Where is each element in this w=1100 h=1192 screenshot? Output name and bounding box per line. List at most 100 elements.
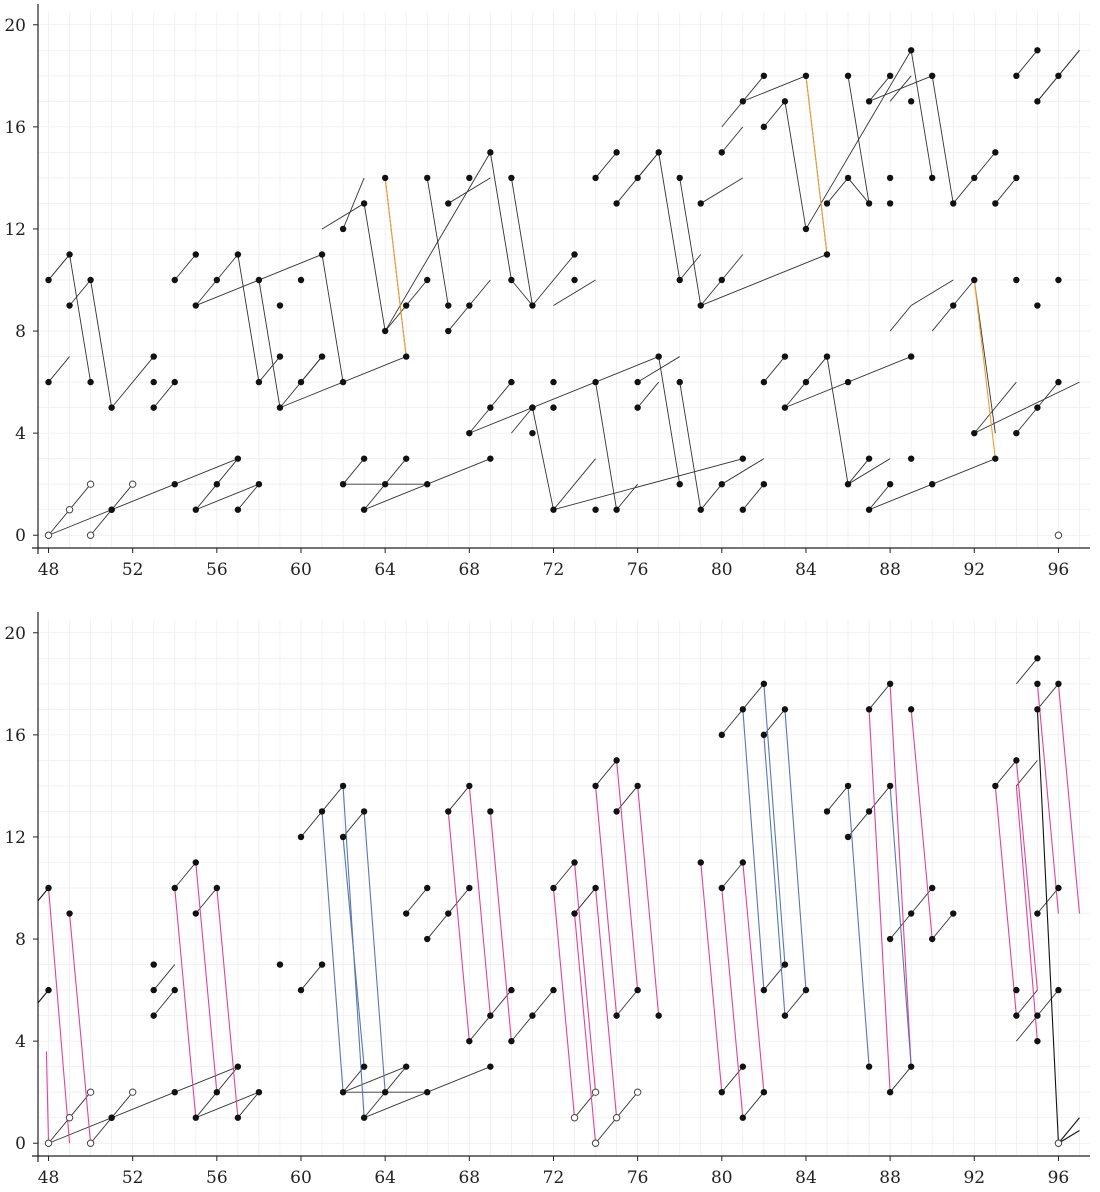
x-tick-label: 48	[38, 560, 60, 580]
data-segment	[616, 483, 638, 511]
data-point	[213, 480, 221, 488]
data-point	[1034, 1037, 1041, 1045]
data-point	[445, 200, 452, 207]
x-tick-label: 48	[38, 1168, 60, 1188]
data-segment	[868, 785, 891, 812]
data-point	[929, 174, 936, 182]
data-point	[45, 378, 52, 386]
data-point	[339, 833, 347, 841]
data-point	[992, 455, 999, 462]
data-point	[1055, 72, 1062, 80]
data-segment	[574, 458, 596, 485]
x-tick-label: 68	[458, 1168, 480, 1188]
data-point	[318, 353, 326, 360]
pink-segment	[69, 913, 92, 1144]
x-tick-label: 56	[206, 560, 228, 580]
data-point	[844, 378, 852, 386]
data-point	[1034, 680, 1041, 688]
data-point	[823, 251, 831, 258]
data-segment	[847, 458, 870, 485]
data-segment	[426, 177, 449, 306]
hollow-data-point	[65, 1114, 74, 1122]
data-segment	[237, 483, 260, 511]
data-segment	[784, 989, 807, 1016]
data-segment	[553, 458, 743, 511]
y-tick-label: 16	[4, 118, 26, 138]
data-segment	[195, 1091, 218, 1119]
data-point	[634, 782, 641, 790]
data-segment	[868, 75, 933, 102]
data-point	[1055, 884, 1062, 892]
data-point	[318, 251, 326, 258]
x-tick-label: 64	[374, 560, 396, 580]
pink-segment	[1015, 785, 1038, 1042]
data-point	[339, 378, 347, 386]
data-point	[466, 782, 473, 790]
data-segment	[216, 458, 239, 485]
data-segment	[721, 254, 744, 281]
x-tick-label: 76	[627, 560, 649, 580]
data-segment	[69, 254, 92, 383]
data-point	[466, 1037, 473, 1045]
x-tick-label: 80	[711, 560, 733, 580]
data-point	[676, 174, 683, 182]
hollow-data-point	[591, 1088, 600, 1096]
data-point	[360, 200, 368, 207]
data-point	[992, 782, 999, 790]
data-segment	[784, 381, 807, 408]
data-point	[592, 378, 599, 386]
data-segment	[111, 483, 134, 511]
data-point	[739, 1063, 747, 1070]
data-point	[613, 506, 620, 513]
x-tick-label: 96	[1048, 1168, 1070, 1188]
data-segment	[511, 279, 533, 306]
data-segment	[742, 75, 807, 102]
data-segment	[679, 382, 702, 510]
data-segment	[721, 1066, 744, 1093]
data-segment	[111, 1091, 134, 1119]
data-segment	[742, 683, 765, 710]
data-point	[1034, 655, 1041, 662]
data-point	[381, 1088, 389, 1096]
data-point	[381, 327, 389, 335]
data-segment	[1037, 887, 1059, 914]
data-point	[487, 404, 494, 411]
data-segment	[216, 1066, 239, 1093]
blue-segment	[763, 734, 786, 1016]
x-tick-label: 60	[290, 1168, 312, 1188]
data-point	[192, 506, 199, 513]
data-segment	[216, 254, 239, 281]
data-point	[297, 378, 305, 386]
data-point	[424, 480, 431, 488]
data-point	[171, 986, 178, 994]
data-segment	[931, 305, 954, 332]
data-point	[907, 706, 915, 713]
pink-segment	[552, 887, 576, 1118]
data-segment	[1016, 657, 1038, 685]
data-point	[234, 251, 242, 258]
data-point	[676, 480, 683, 488]
data-point	[865, 455, 873, 462]
data-segment	[700, 483, 723, 511]
data-point	[508, 174, 515, 182]
data-point	[992, 200, 999, 207]
data-segment	[637, 152, 660, 179]
data-segment	[910, 50, 933, 178]
data-segment	[111, 356, 155, 408]
data-point	[844, 72, 852, 80]
data-point	[276, 353, 284, 360]
pink-segment	[700, 862, 723, 1093]
data-segment	[868, 75, 891, 102]
data-segment	[553, 862, 575, 889]
data-point	[781, 706, 789, 713]
data-segment	[531, 407, 554, 510]
data-point	[487, 149, 494, 156]
pink-segment	[447, 811, 470, 1042]
data-point	[865, 98, 873, 105]
pink-segment	[573, 862, 597, 1093]
y-tick-label: 8	[15, 930, 26, 950]
pink-segment	[910, 709, 933, 940]
